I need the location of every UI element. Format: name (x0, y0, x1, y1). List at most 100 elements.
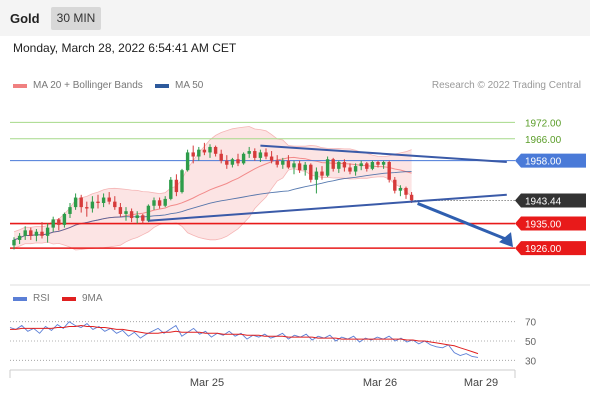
candle-body (365, 163, 369, 169)
candle-body (225, 160, 229, 165)
candle-body (230, 159, 235, 165)
candle-body (309, 164, 313, 180)
candle-body (202, 149, 207, 153)
legend-9ma-label: 9MA (82, 293, 103, 304)
candle-body (253, 151, 257, 158)
candle-body (331, 159, 335, 169)
candle-body (292, 163, 296, 168)
level-tag-2 (515, 153, 586, 168)
trendline-upper (260, 144, 507, 163)
candle-body (281, 160, 285, 165)
legend-ma50-label: MA 50 (175, 80, 204, 91)
candle-body (337, 161, 341, 169)
candle-body (96, 201, 100, 204)
candle-body (107, 197, 111, 202)
candle-body (146, 205, 151, 221)
candle-body (264, 152, 268, 157)
candle-body (393, 179, 397, 191)
candle-body (241, 153, 246, 164)
projection-arrow-head (499, 232, 513, 248)
candle-body (113, 201, 117, 208)
level-tag-5 (515, 241, 586, 256)
candle-body (129, 211, 134, 219)
rsi-series-9ma (10, 324, 479, 355)
candle-body (353, 166, 358, 172)
candle-body (124, 211, 128, 214)
candle-body (185, 152, 190, 171)
candle-body (68, 207, 72, 214)
candle-body (23, 230, 27, 236)
level-label-5: 1926.00 (525, 244, 562, 255)
candle-body (320, 171, 324, 176)
header-bar: Gold 30 MIN (0, 0, 590, 36)
rsi-tick-label: 30 (525, 356, 537, 367)
candle-body (34, 231, 39, 236)
candle-body (180, 170, 184, 193)
candle-body (191, 152, 195, 157)
legend-ma20-swatch (13, 84, 27, 88)
candle-body (29, 230, 33, 236)
candle-body (169, 179, 173, 199)
candle-body (12, 239, 16, 246)
candle-body (157, 200, 162, 206)
candle-body (404, 187, 408, 195)
candle-body (73, 197, 78, 208)
candle-body (101, 197, 106, 204)
level-label-0: 1972.00 (525, 118, 562, 129)
candle-body (275, 160, 279, 165)
candle-body (303, 164, 307, 171)
candle-body (342, 161, 347, 168)
legend-ma20-label: MA 20 + Bollinger Bands (33, 80, 143, 91)
rsi-series-rsi (9, 321, 479, 358)
level-tag-4 (515, 216, 586, 231)
candle-body (57, 219, 61, 225)
x-tick-label: Mar 29 (464, 377, 498, 389)
candle-body (297, 163, 302, 171)
candle-body (213, 146, 218, 154)
legend-rsi-label: RSI (33, 293, 50, 304)
candle-body (79, 197, 83, 208)
legend-rsi-swatch (13, 297, 27, 301)
level-tag-3 (515, 193, 586, 208)
candle-body (174, 179, 179, 193)
candle-body (398, 187, 403, 191)
candle-body (219, 153, 223, 161)
timestamp: Monday, March 28, 2022 6:54:41 AM CET (13, 41, 237, 55)
candle-body (17, 235, 22, 240)
candle-body (197, 149, 201, 157)
trendline-lower (148, 193, 507, 222)
candle-body (247, 151, 251, 154)
candle-body (370, 161, 375, 169)
x-tick-label: Mar 25 (190, 377, 224, 389)
projection-arrow-shaft (417, 202, 507, 241)
candle-body (90, 201, 95, 209)
level-label-1: 1966.00 (525, 135, 562, 146)
legend-ma50-swatch (155, 84, 169, 88)
candle-body (40, 231, 44, 236)
credit-text: Research © 2022 Trading Central (431, 80, 581, 91)
timeframe-button[interactable]: 30 MIN (51, 7, 101, 30)
candle-body (376, 161, 380, 165)
rsi-tick-label: 70 (525, 318, 537, 329)
candle-body (152, 200, 156, 206)
candle-body (45, 227, 50, 236)
candle-body (208, 146, 212, 153)
candle-body (118, 207, 123, 214)
candle-body (359, 163, 363, 167)
candle-body (62, 213, 67, 225)
rsi-tick-label: 50 (525, 337, 537, 348)
candle-body (141, 215, 145, 221)
candle-body (269, 156, 274, 161)
level-label-2: 1958.00 (525, 157, 562, 168)
candle-body (348, 167, 352, 172)
candle-body (236, 159, 240, 164)
x-tick-label: Mar 26 (363, 377, 397, 389)
candle-body (409, 194, 414, 201)
candle-body (135, 215, 139, 219)
candle-body (314, 171, 319, 180)
candle-body (286, 160, 291, 168)
candle-body (325, 159, 330, 176)
level-label-4: 1935.00 (525, 220, 562, 231)
candle-body (51, 219, 55, 228)
